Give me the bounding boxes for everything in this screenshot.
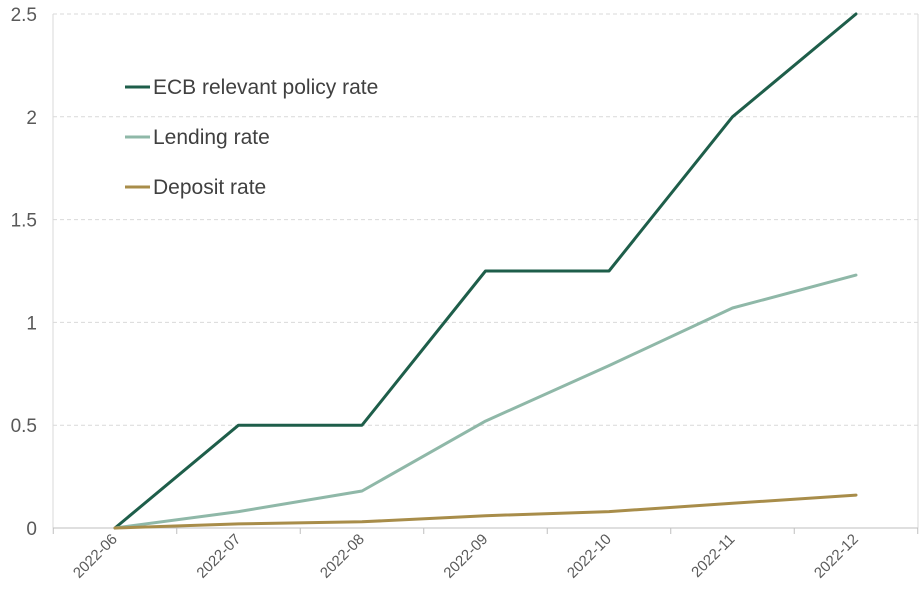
x-tick-label: 2022-06	[70, 531, 121, 582]
y-tick-label: 2	[26, 108, 37, 129]
series-line-2	[113, 493, 858, 530]
legend: ECB relevant policy rate Lending rate Depo…	[125, 76, 378, 199]
series-line-1	[113, 273, 858, 530]
legend-label-0: ECB relevant policy rate	[153, 76, 378, 99]
x-tick-label: 2022-07	[193, 531, 244, 582]
legend-label-1: Lending rate	[153, 126, 270, 149]
x-axis-tick-labels: 2022-06 2022-07 2022-08 2022-09 2022-10 2022-…	[70, 531, 862, 582]
y-tick-label: 1	[26, 313, 37, 334]
x-tick-label: 2022-12	[811, 531, 862, 582]
y-tick-label: 1.5	[11, 211, 37, 232]
series-lines	[113, 12, 858, 530]
x-tick-label: 2022-10	[564, 531, 615, 582]
y-tick-label: 0.5	[11, 416, 37, 437]
y-tick-label: 2.5	[11, 5, 37, 26]
y-axis-tick-labels: 0 0.5 1 1.5 2 2.5	[11, 5, 37, 540]
x-tick-label: 2022-09	[440, 531, 491, 582]
series-line-0	[113, 12, 858, 530]
y-tick-label: 0	[26, 519, 37, 540]
x-tick-label: 2022-08	[317, 531, 368, 582]
legend-label-2: Deposit rate	[153, 176, 266, 199]
axes	[52, 14, 919, 534]
x-tick-label: 2022-11	[688, 531, 738, 581]
